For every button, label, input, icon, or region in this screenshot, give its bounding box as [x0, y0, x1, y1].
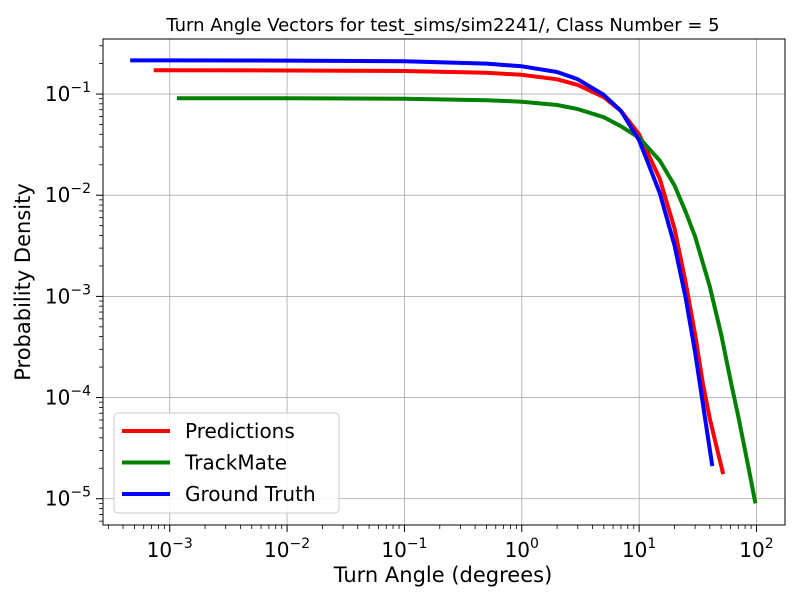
x-tick-label: 10−1: [381, 536, 427, 562]
x-tick-exponent: 2: [765, 536, 774, 552]
y-tick-label: 10−2: [45, 181, 91, 207]
x-tick-base: 10: [739, 538, 764, 562]
y-tick-label: 10−4: [45, 384, 91, 410]
plot-area: 10−3 10−2 10−1 100 101 10210−510−410−310−210−…: [45, 38, 786, 562]
y-tick-exponent: −3: [70, 282, 91, 298]
chart-title: Turn Angle Vectors for test_sims/sim2241…: [165, 15, 719, 36]
y-tick-exponent: −5: [70, 485, 91, 501]
y-tick-base: 10: [45, 183, 70, 207]
x-tick-label: 102: [739, 536, 773, 562]
y-tick-label: 10−1: [45, 80, 91, 106]
y-tick-label: 10−5: [45, 485, 91, 511]
y-tick-base: 10: [45, 82, 70, 106]
x-tick-exponent: −3: [172, 536, 193, 552]
legend-label: Predictions: [185, 419, 295, 443]
y-tick-base: 10: [45, 284, 70, 308]
x-tick-base: 10: [622, 538, 647, 562]
x-tick-base: 10: [147, 538, 172, 562]
y-tick-exponent: −4: [70, 384, 91, 400]
x-tick-base: 10: [381, 538, 406, 562]
x-tick-label: 100: [505, 536, 539, 562]
x-tick-exponent: −1: [407, 536, 428, 552]
x-tick-base: 10: [264, 538, 289, 562]
y-tick-label: 10−3: [45, 282, 91, 308]
y-tick-exponent: −2: [70, 181, 91, 197]
x-tick-base: 10: [505, 538, 530, 562]
y-axis-label: Probability Density: [11, 183, 35, 381]
legend-label: Ground Truth: [185, 482, 316, 506]
legend-box: [113, 412, 340, 514]
series-line-trackmate: [176, 96, 758, 504]
x-tick-label: 101: [622, 536, 656, 562]
x-axis-label: Turn Angle (degrees): [333, 563, 553, 587]
y-tick-base: 10: [45, 487, 70, 511]
x-tick-exponent: −2: [289, 536, 310, 552]
x-tick-label: 10−3: [147, 536, 193, 562]
legend: Predictions TrackMate Ground Truth: [113, 412, 340, 514]
axes-frame: [102, 38, 786, 526]
y-tick-exponent: −1: [70, 80, 91, 96]
x-tick-exponent: 1: [647, 536, 656, 552]
series-line-ground-truth: [130, 58, 715, 467]
x-tick-label: 10−2: [264, 536, 310, 562]
x-tick-exponent: 0: [530, 536, 539, 552]
legend-label: TrackMate: [184, 451, 287, 475]
y-tick-base: 10: [45, 386, 70, 410]
